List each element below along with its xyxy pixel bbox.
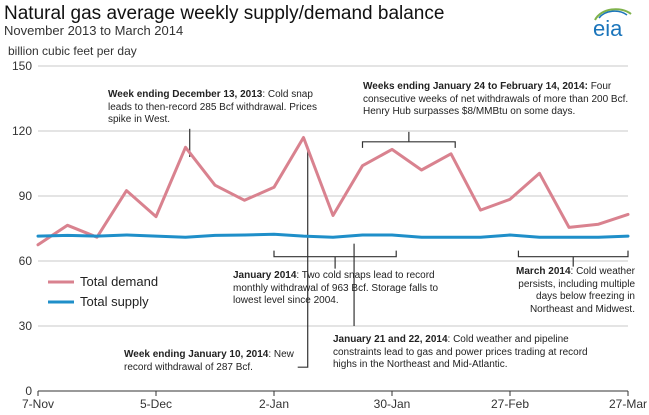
series-0-point-7 [243, 199, 246, 202]
logo-swoosh-icon [594, 8, 632, 21]
series-1-point-14 [450, 236, 452, 238]
series-1-point-20 [627, 235, 629, 237]
series-0-point-11 [361, 164, 364, 167]
series-0-point-19 [597, 223, 600, 225]
gridlines [38, 65, 628, 327]
series-1-point-13 [420, 236, 423, 238]
series-0-point-15 [479, 209, 482, 211]
series-1-point-5 [184, 236, 187, 238]
series-1-point-17 [538, 236, 541, 238]
series-0-point-17 [538, 172, 541, 175]
bracket-jan24-feb14 [361, 131, 456, 148]
annotation-jan24-feb14: Weeks ending January 24 to February 14, … [363, 81, 635, 119]
y-tick-label-30: 30 [19, 319, 33, 333]
annotation-dec-13-text: : Cold snap leads to then-record 285 Bcf… [108, 89, 317, 125]
series-1-point-0 [37, 235, 39, 237]
x-tick-label-0: 7-Nov [22, 397, 54, 411]
annotation-january-2014: January 2014: Two cold snaps lead to rec… [233, 270, 465, 308]
annotation-dec-13: Week ending December 13, 2013: Cold snap… [108, 89, 318, 127]
annotation-brackets [189, 128, 629, 368]
series-0-point-4 [155, 215, 157, 218]
chart-subtitle: November 2013 to March 2014 [4, 23, 184, 38]
series-1-point-18 [568, 236, 570, 238]
series-1-point-8 [273, 233, 275, 236]
series-1-point-15 [479, 236, 482, 238]
series-1-point-12 [391, 234, 393, 236]
bracket-january-2014 [273, 250, 397, 269]
annotation-january-2014-bold: January 2014 [233, 270, 297, 281]
y-tick-label-120: 120 [12, 124, 32, 138]
logo-text: eia [593, 16, 623, 41]
pointer-jan-10 [297, 146, 309, 368]
series-0-point-13 [420, 169, 423, 171]
annotation-march-2014: March 2014: Cold weather persists, inclu… [503, 266, 635, 316]
series-0-point-20 [627, 213, 629, 216]
series-1-point-10 [332, 236, 334, 238]
annotation-jan-10-bold: Week ending January 10, 2014 [124, 349, 269, 360]
series-1-point-19 [597, 236, 600, 238]
series-0-point-0 [37, 243, 39, 246]
x-tick-label-2: 2-Jan [259, 397, 289, 411]
y-tick-label-60: 60 [19, 254, 33, 268]
bracket-march-2014 [517, 250, 629, 267]
x-tick-label-1: 5-Dec [140, 397, 172, 411]
chart-title: Natural gas average weekly supply/demand… [4, 3, 445, 24]
series-0-point-1 [66, 224, 69, 227]
series-1-point-9 [302, 235, 305, 237]
series-1-point-3 [125, 234, 128, 236]
y-tick-label-150: 150 [12, 59, 32, 73]
x-tick-label-5: 27-Mar [609, 397, 647, 411]
annotation-jan-21-22-text: : Cold weather and pipeline constraints … [333, 334, 588, 370]
series-0-point-8 [273, 186, 275, 189]
series-1-point-7 [243, 234, 246, 236]
legend: Total demand Total supply [48, 274, 158, 309]
annotation-jan24-feb14-bold: Weeks ending January 24 to February 14, … [363, 81, 588, 92]
x-tick-label-3: 30-Jan [374, 397, 411, 411]
series-0-point-9 [302, 136, 305, 139]
annotation-jan-21-22-bold: January 21 and 22, 2014 [333, 334, 448, 345]
annotation-jan24-feb14-text: Four consecutive weeks of net withdrawal… [363, 81, 629, 117]
annotation-jan-21-22: January 21 and 22, 2014: Cold weather an… [333, 334, 599, 372]
eia-logo: eia [587, 6, 637, 42]
series-0-point-14 [450, 152, 452, 155]
series-1-point-16 [509, 234, 511, 236]
annotation-jan-10: Week ending January 10, 2014: New record… [124, 349, 304, 374]
legend-label-1: Total supply [80, 294, 149, 309]
series-0-point-6 [214, 184, 216, 186]
series-1-point-2 [96, 235, 98, 237]
series-1-point-4 [155, 235, 157, 237]
annotation-dec-13-bold: Week ending December 13, 2013 [108, 89, 263, 100]
annotation-jan-10-text: : New record withdrawal of 287 Bcf. [124, 349, 294, 373]
series-1-point-11 [361, 234, 364, 236]
series-lines [36, 136, 630, 247]
series-0-point-10 [332, 214, 334, 217]
annotation-january-2014-text: : Two cold snaps lead to record monthly … [233, 270, 439, 306]
y-axis-label: billion cubic feet per day [8, 44, 137, 58]
y-tick-label-0: 0 [25, 384, 32, 398]
x-tick-label-4: 27-Feb [491, 397, 529, 411]
series-0-point-18 [568, 226, 570, 229]
axes: 0 30 60 90 120 150 7-Nov 5-Dec 2-Jan 30-Jan 27-Feb… [12, 59, 647, 411]
series-0-point-3 [125, 189, 128, 192]
annotation-march-2014-text: : Cold weather persists, including multi… [518, 266, 635, 315]
series-1-point-6 [214, 234, 216, 237]
series-0-point-16 [509, 198, 511, 201]
series-0-point-12 [391, 148, 393, 151]
series-0-point-5 [184, 146, 187, 149]
y-tick-label-90: 90 [19, 189, 33, 203]
legend-label-0: Total demand [80, 274, 158, 289]
annotation-march-2014-bold: March 2014 [516, 266, 571, 277]
series-1-point-1 [66, 234, 69, 237]
